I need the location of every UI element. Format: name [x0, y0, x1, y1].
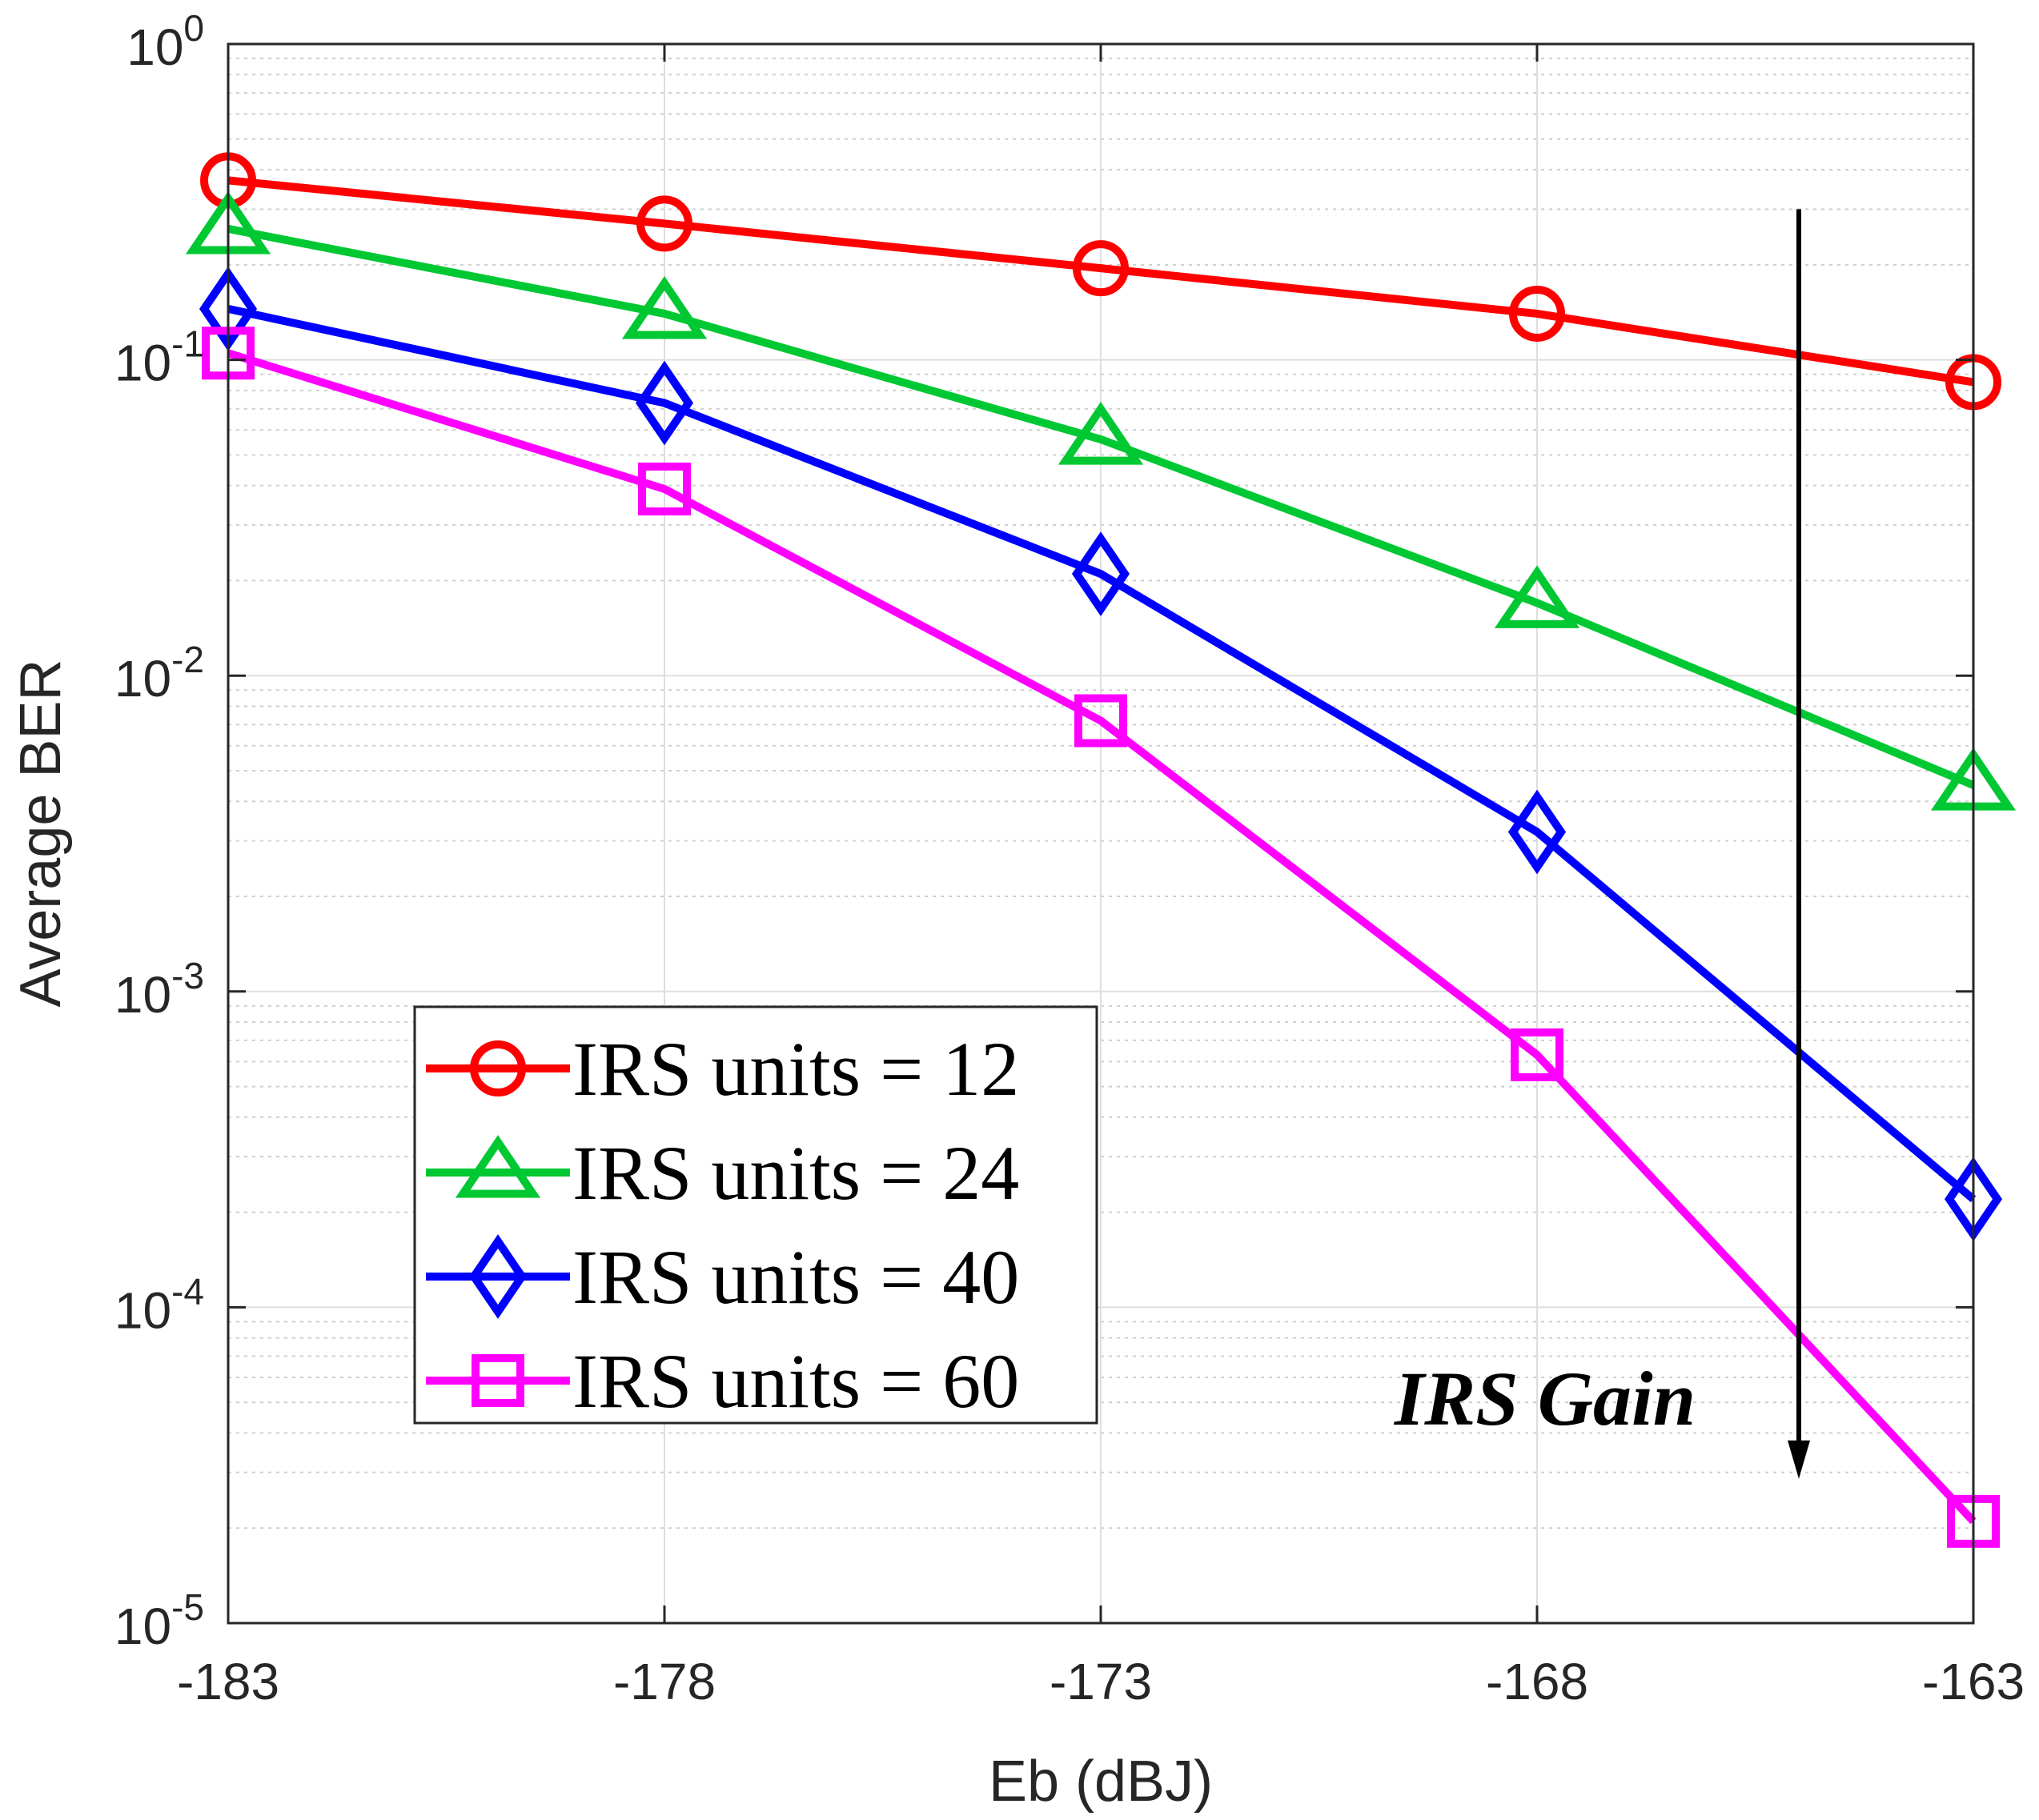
legend-entry: IRS units = 12 [426, 1026, 1019, 1112]
x-axis-title: Eb (dBJ) [989, 1750, 1213, 1814]
series-1 [200, 152, 2001, 411]
data-point [1507, 789, 1567, 875]
series-4 [202, 327, 2000, 1548]
legend-box [413, 1005, 1098, 1425]
data-point [621, 276, 708, 339]
legend-marker [468, 1234, 528, 1319]
data-point [1073, 240, 1129, 297]
series-line [227, 224, 1975, 789]
data-point [1511, 1028, 1563, 1081]
x-tick-label: -168 [1486, 1653, 1588, 1710]
legend-entry: IRS units = 40 [426, 1234, 1019, 1320]
y-tick-label: 10-4 [114, 1270, 204, 1339]
data-point [636, 195, 692, 252]
gain-arrow-head [1788, 1440, 1810, 1479]
data-point [1074, 694, 1127, 748]
data-point [1071, 531, 1130, 616]
y-tick-label: 10-1 [114, 323, 204, 392]
legend-marker [470, 1040, 526, 1096]
x-tick-label: -163 [1922, 1653, 2025, 1710]
legend-label: IRS units = 12 [572, 1026, 1019, 1112]
x-tick-label: -183 [177, 1653, 279, 1710]
x-tick-label: -173 [1050, 1653, 1152, 1710]
legend: IRS units = 12 IRS units = 24 IRS units = … [413, 1005, 1098, 1425]
legend-label: IRS units = 60 [572, 1338, 1019, 1424]
data-point [638, 462, 691, 515]
legend-label: IRS units = 24 [572, 1130, 1019, 1216]
x-tick-label: -178 [613, 1653, 716, 1710]
y-tick-label: 10-3 [114, 955, 204, 1024]
irs-gain-annotation: IRS Gain [1394, 209, 1810, 1479]
data-point [635, 360, 694, 446]
gain-annotation-text: IRS Gain [1394, 1356, 1696, 1441]
data-point [1494, 565, 1580, 628]
legend-label: IRS units = 40 [572, 1234, 1019, 1320]
legend-entry: IRS units = 60 [426, 1338, 1019, 1424]
y-tick-label: 10-5 [114, 1586, 204, 1655]
y-axis-title: Average BER [9, 659, 73, 1008]
legend-marker [472, 1354, 524, 1407]
data-point [1509, 285, 1565, 342]
legend-marker [455, 1135, 541, 1198]
y-axis-ticks: 100 10-1 10-2 10-3 10-4 10-5 [114, 7, 1973, 1655]
legend-entry: IRS units = 24 [426, 1130, 1019, 1216]
y-tick-label: 10-2 [114, 639, 204, 708]
y-tick-label: 100 [126, 7, 204, 76]
series-line [227, 176, 1974, 387]
series-line [227, 349, 1977, 1525]
series-layer [185, 152, 2017, 1548]
data-point [1058, 402, 1144, 465]
x-axis-ticks: -183 -178 -173 -168 -163 [177, 44, 2025, 1710]
series-line [227, 305, 1977, 1203]
